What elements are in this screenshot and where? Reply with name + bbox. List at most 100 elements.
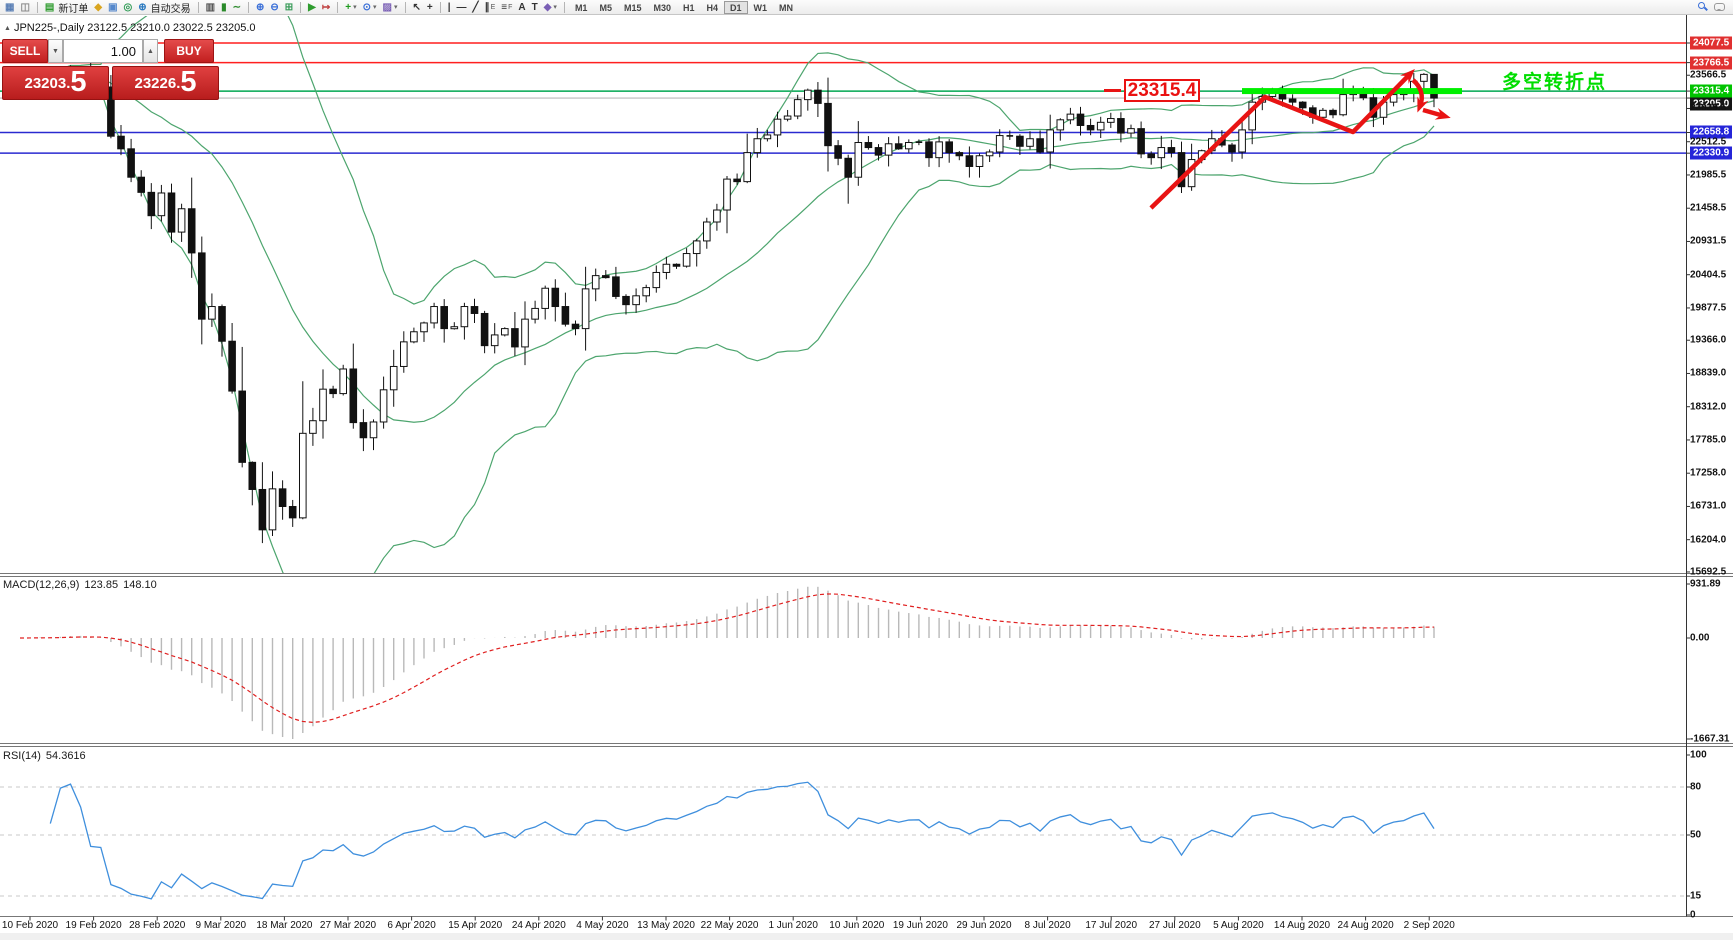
timeframe-button-w1[interactable]: W1 (753, 2, 768, 13)
candlesticks (16, 61, 1438, 544)
auto-scroll-icon[interactable]: ▶ (308, 1, 316, 13)
new-order-icon[interactable]: ▤ (44, 1, 55, 13)
price-tick-19877.5: 19877.5 (1690, 302, 1727, 314)
date-label: 4 May 2020 (576, 920, 629, 931)
toolbar-separator (404, 1, 406, 13)
search-icon[interactable] (1698, 2, 1708, 12)
toolbar-separator (337, 1, 339, 13)
chart-shift-icon[interactable]: ↦ (321, 1, 331, 13)
signals-icon[interactable]: ◎ (123, 1, 133, 13)
new-order-label[interactable]: 新订单 (58, 3, 89, 15)
text-label-icon[interactable]: T (531, 1, 538, 13)
direction-arrow (1422, 107, 1451, 120)
price-tick-22512.5: 22512.5 (1690, 136, 1727, 148)
date-label: 17 Jul 2020 (1085, 920, 1138, 931)
zoom-out-icon[interactable]: ⊖ (270, 1, 279, 13)
date-label: 6 Apr 2020 (387, 920, 436, 931)
price-tick-20931.5: 20931.5 (1690, 235, 1727, 247)
price-tick-23205.0: 23205.0 (1690, 97, 1733, 111)
bar-chart-icon[interactable]: ▥ (205, 1, 216, 13)
timeframe-button-m15[interactable]: M15 (623, 2, 642, 13)
candlestick-icon[interactable]: ▮ (221, 1, 227, 13)
macd-tick-0.00: 0.00 (1690, 632, 1710, 644)
vline-icon[interactable]: | (447, 1, 451, 13)
macd-pane (19, 586, 1435, 739)
toolbar-right (1698, 2, 1731, 12)
price-tick-18312.0: 18312.0 (1690, 401, 1727, 413)
buy-button[interactable]: BUY (164, 39, 214, 63)
crosshair-icon[interactable]: + (426, 1, 433, 13)
templates-icon[interactable]: ▨ ▾ (382, 1, 398, 13)
symbol-icon: ▲ (4, 24, 11, 32)
autotrading-label[interactable]: 自动交易 (150, 3, 191, 15)
price-tick-15692.5: 15692.5 (1690, 566, 1727, 578)
date-label: 27 Mar 2020 (319, 920, 377, 931)
price-callout-label[interactable]: 23315.4 (1124, 79, 1200, 102)
timeframe-button-h4[interactable]: H4 (706, 2, 719, 13)
autotrading-icon[interactable]: ⊕ (138, 1, 147, 13)
date-label: 14 Aug 2020 (1273, 920, 1331, 931)
date-label: 13 May 2020 (637, 920, 695, 931)
arrows-icon[interactable]: ◆ ▾ (543, 1, 557, 13)
trendline-icon[interactable]: ╱ (472, 1, 479, 13)
turning-point-annotation[interactable]: 多空转折点 (1502, 72, 1608, 93)
buy-price[interactable]: 23226. 5 (112, 66, 219, 100)
line-chart-icon[interactable]: ∼ (232, 1, 241, 13)
rsi-pane (0, 781, 1686, 900)
chart-area[interactable]: ▲ JPN225-,Daily 23122.5 23210.0 23022.5 … (0, 15, 1733, 940)
macd-tick--1667.31: -1667.31 (1690, 733, 1730, 745)
zoom-in-icon[interactable]: ⊕ (256, 1, 265, 13)
symbol-text: JPN225-,Daily 23122.5 23210.0 23022.5 23… (13, 22, 256, 34)
toolbar-separator (197, 1, 199, 13)
timeframe-button-h1[interactable]: H1 (683, 2, 695, 13)
rsi-tick-100: 100 (1690, 749, 1707, 761)
trend-zigzag-arrow (1149, 69, 1415, 210)
timeframe-button-m30[interactable]: M30 (653, 2, 671, 13)
price-tick-21985.5: 21985.5 (1690, 169, 1727, 181)
timeframe-button-d1[interactable]: D1 (724, 0, 748, 14)
market-watch-icon[interactable]: ◆ (94, 1, 103, 13)
periods-icon[interactable]: ⊙ ▾ (362, 1, 377, 13)
timeframe-button-mn[interactable]: MN (779, 2, 794, 13)
fibonacci-icon[interactable]: ≡ F (501, 1, 513, 13)
price-tick-24077.5: 24077.5 (1690, 36, 1733, 50)
timeframe-button-m5[interactable]: M5 (599, 2, 612, 13)
one-click-trade-panel: SELL ▼ 1.00 ▲ BUY (2, 39, 214, 63)
timeframe-button-m1[interactable]: M1 (574, 2, 588, 13)
rsi-label: RSI(14) 54.3616 (3, 750, 86, 762)
window-bottom-strip (0, 933, 1733, 940)
symbol-info: ▲ JPN225-,Daily 23122.5 23210.0 23022.5 … (4, 22, 256, 34)
date-label: 8 Jul 2020 (1024, 920, 1071, 931)
rsi-tick-50: 50 (1690, 829, 1702, 841)
price-tick-23766.5: 23766.5 (1690, 56, 1733, 70)
volume-input[interactable]: 1.00 (63, 39, 143, 63)
new-chart-icon[interactable]: ▦ (5, 1, 15, 13)
macd-signal-line (19, 593, 1435, 724)
tile-windows-icon[interactable]: ⊞ (284, 1, 294, 13)
volume-down-stepper[interactable]: ▼ (48, 39, 63, 63)
text-icon[interactable]: A (518, 1, 526, 13)
date-label: 10 Feb 2020 (1, 920, 59, 931)
rsi-line (49, 781, 1435, 900)
toolbar-separator (248, 1, 249, 13)
sell-price[interactable]: 23203. 5 (2, 66, 109, 100)
date-label: 29 Jun 2020 (956, 920, 1012, 931)
toolbar-separator (36, 1, 38, 13)
date-label: 28 Feb 2020 (129, 920, 186, 931)
sell-button[interactable]: SELL (2, 39, 48, 63)
bollinger-band (40, 16, 1435, 305)
toolbar-separator (300, 1, 302, 13)
indicators-icon[interactable]: + ▾ (345, 1, 357, 13)
chart-canvas[interactable] (0, 15, 1733, 940)
chat-icon[interactable] (1714, 3, 1725, 11)
channel-icon[interactable]: ∥ E (484, 1, 496, 13)
date-label: 10 Jun 2020 (829, 920, 885, 931)
price-tick-19366.0: 19366.0 (1690, 334, 1727, 346)
cursor-icon[interactable]: ↖ (412, 1, 421, 13)
hline-icon[interactable]: — (456, 1, 467, 13)
toolbar-items: ▦ ◫ ▤ 新订单 ◆ ▣ ◎ ⊕ 自动交易 ▥ ▮ ∼ ⊕ ⊖ ⊞ ▶ ↦ + ▾ ⊙ ▾ ▨ ▾ ↖ + | — ╱ ∥ E ≡ F A T ◆… (2, 0, 799, 15)
navigator-icon[interactable]: ▣ (108, 1, 118, 13)
profiles-icon[interactable]: ◫ (20, 1, 30, 13)
volume-up-stepper[interactable]: ▲ (143, 39, 158, 63)
